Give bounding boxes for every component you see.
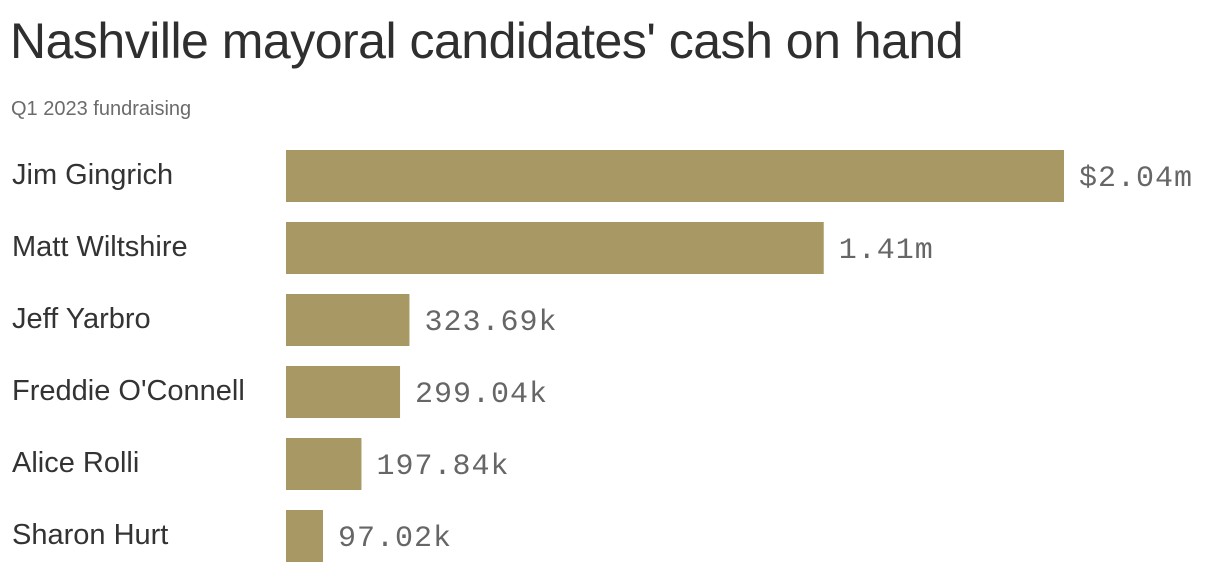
value-label: $2.04m — [1079, 162, 1193, 196]
category-label: Alice Rolli — [12, 447, 139, 479]
category-label: Sharon Hurt — [12, 519, 168, 551]
bar — [286, 366, 401, 418]
category-label: Matt Wiltshire — [12, 231, 188, 263]
category-label: Jim Gingrich — [12, 159, 173, 191]
bar — [286, 438, 362, 490]
chart-title: Nashville mayoral candidates' cash on ha… — [10, 13, 964, 69]
category-label: Freddie O'Connell — [12, 375, 245, 407]
bar — [286, 510, 324, 562]
value-label: 197.84k — [376, 450, 509, 484]
category-label: Jeff Yarbro — [12, 303, 151, 335]
value-label: 97.02k — [338, 522, 452, 556]
value-label: 1.41m — [839, 234, 934, 268]
bar — [286, 294, 410, 346]
bar — [286, 222, 824, 274]
bar — [286, 150, 1064, 202]
value-label: 299.04k — [415, 378, 548, 412]
chart-subtitle: Q1 2023 fundraising — [11, 98, 192, 120]
value-label: 323.69k — [424, 306, 557, 340]
